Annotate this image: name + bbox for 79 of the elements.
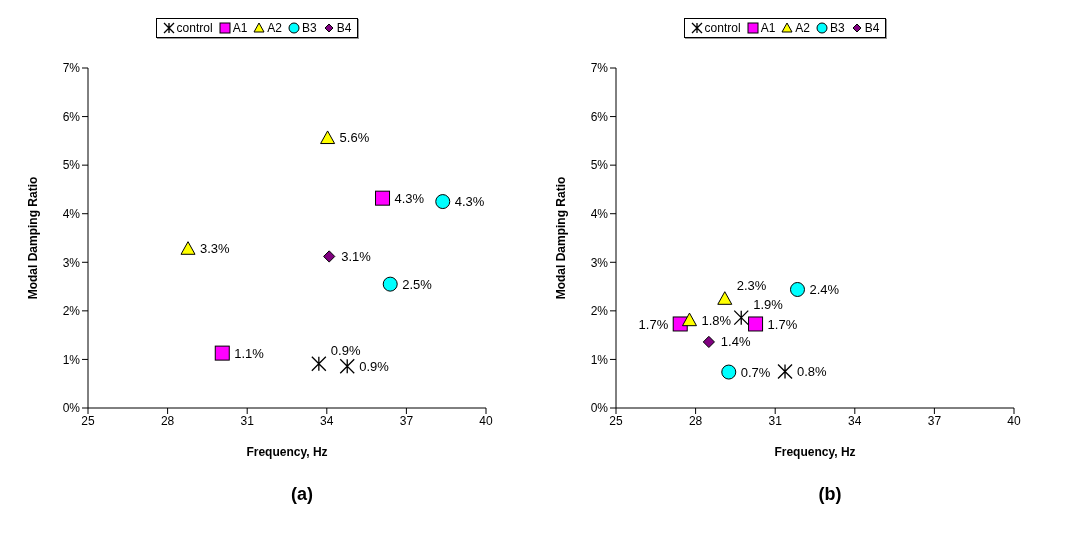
data-label: 1.9% — [753, 297, 784, 313]
y-tick-label: 1% — [590, 352, 609, 367]
legend-label: A2 — [266, 21, 283, 35]
y-tick-label: 0% — [590, 401, 609, 416]
data-label: 0.9% — [359, 358, 390, 374]
x-tick-label: 37 — [399, 413, 414, 428]
y-tick-label: 2% — [62, 304, 81, 319]
x-tick-label: 40 — [479, 413, 493, 428]
legend-label: B4 — [863, 21, 880, 35]
y-tick-label: 6% — [62, 109, 81, 124]
point — [733, 310, 749, 326]
y-tick-label: 7% — [590, 61, 609, 76]
x-axis-title: Frequency, Hz — [774, 445, 856, 459]
y-tick-label: 6% — [590, 109, 609, 124]
x-tick-label: 25 — [81, 413, 95, 428]
legend-label: A1 — [231, 21, 248, 35]
data-label: 2.5% — [402, 276, 433, 292]
point — [180, 241, 196, 255]
x-tick-label: 28 — [160, 413, 175, 428]
data-label: 0.7% — [740, 364, 771, 380]
text: (b) — [817, 484, 843, 505]
data-label: 2.3% — [736, 278, 767, 294]
data-label: 1.1% — [234, 345, 265, 361]
y-axis-title: Modal Damping Ratio — [26, 176, 41, 300]
point — [320, 130, 336, 145]
y-tick-label: 2% — [590, 304, 609, 319]
point — [382, 276, 398, 292]
x-tick-label: 34 — [848, 413, 862, 428]
y-tick-label: 4% — [62, 206, 81, 221]
point — [323, 250, 336, 263]
point — [721, 364, 737, 380]
data-label: 1.7% — [767, 316, 798, 332]
data-label: 2.4% — [809, 282, 840, 298]
point — [777, 363, 793, 380]
legend-label: B3 — [301, 21, 317, 35]
y-tick-label: 5% — [590, 158, 609, 173]
point — [682, 312, 697, 327]
data-label: 1.4% — [720, 334, 751, 350]
x-tick-label: 28 — [688, 413, 703, 428]
legend-label: control — [175, 21, 213, 35]
legend-label: control — [703, 21, 741, 35]
y-tick-label: 7% — [62, 61, 81, 76]
legend-label: A1 — [759, 21, 776, 35]
text: (a) — [290, 484, 314, 505]
y-axis-title: Modal Damping Ratio — [554, 176, 569, 300]
legend-label: B3 — [829, 21, 845, 35]
point — [702, 335, 715, 349]
point — [789, 281, 805, 297]
x-axis-title: Frequency, Hz — [246, 445, 328, 459]
point — [311, 356, 327, 372]
data-label: 0.9% — [330, 343, 361, 359]
data-label: 4.3% — [394, 190, 425, 206]
x-tick-label: 25 — [609, 413, 623, 428]
data-label: 4.3% — [454, 194, 485, 210]
x-tick-label: 31 — [240, 413, 255, 428]
y-tick-label: 3% — [62, 255, 81, 270]
x-tick-label: 40 — [1007, 413, 1021, 428]
x-tick-label: 34 — [320, 413, 334, 428]
data-label: 5.6% — [339, 130, 370, 146]
y-tick-label: 0% — [62, 401, 81, 416]
point — [339, 358, 355, 374]
y-tick-label: 5% — [62, 158, 81, 173]
y-tick-label: 1% — [62, 352, 81, 367]
data-label: 3.3% — [200, 241, 231, 257]
x-tick-label: 37 — [927, 413, 942, 428]
y-tick-label: 3% — [590, 255, 609, 270]
data-label: 0.8% — [797, 364, 828, 380]
y-tick-label: 4% — [590, 206, 609, 221]
data-label: 1.8% — [701, 312, 732, 328]
point — [375, 190, 391, 206]
point — [748, 316, 764, 332]
data-label: 3.1% — [341, 249, 372, 265]
legend-label: B4 — [335, 21, 352, 35]
data-label: 1.7% — [638, 316, 669, 332]
legend-label: A2 — [794, 21, 811, 35]
point — [214, 345, 230, 361]
x-tick-label: 31 — [768, 413, 783, 428]
point — [717, 291, 733, 305]
point — [435, 194, 451, 210]
